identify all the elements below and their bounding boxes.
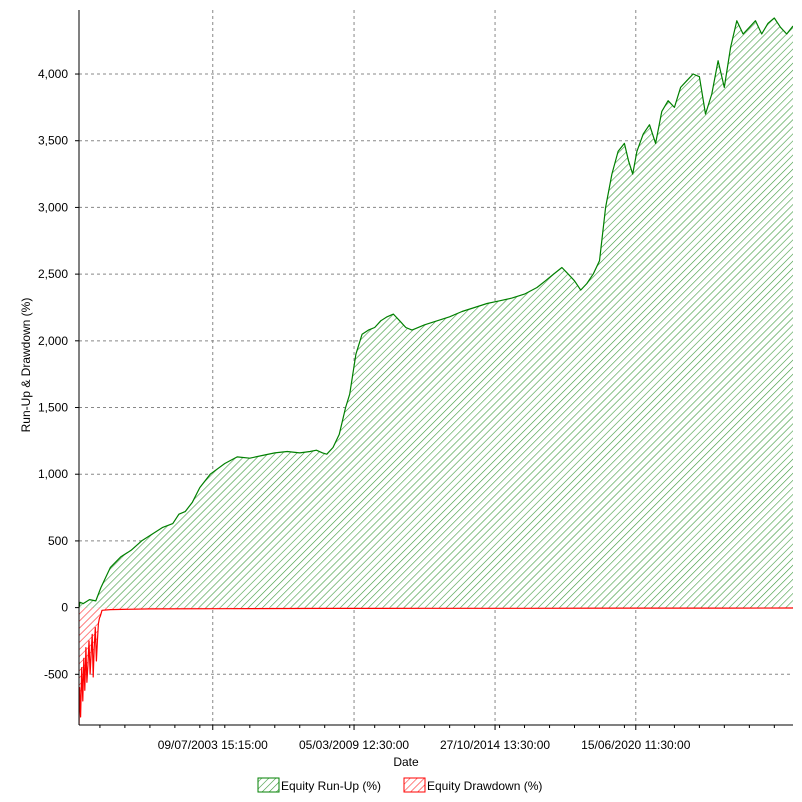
y-tick-label: 1,500 (38, 401, 68, 415)
y-tick-label: 4,000 (38, 67, 68, 81)
x-axis-title: Date (393, 755, 419, 769)
y-tick-label: 3,500 (38, 134, 68, 148)
y-axis-title: Run-Up & Drawdown (%) (19, 298, 33, 433)
legend-drawdown-swatch (403, 777, 426, 793)
y-tick-label: 1,000 (38, 467, 68, 481)
equity-drawdown-area (79, 607, 793, 725)
equity-runup-line (79, 17, 793, 608)
y-tick-label: 500 (48, 534, 68, 548)
x-tick-label: 09/07/2003 15:15:00 (158, 738, 268, 752)
x-tick-label: 15/06/2020 11:30:00 (581, 738, 691, 752)
legend: Equity Run-Up (%) Equity Drawdown (%) (257, 777, 542, 793)
x-axis-ticks: 09/07/2003 15:15:00 05/03/2009 12:30:00 27… (99, 725, 775, 752)
y-tick-label: -500 (44, 667, 68, 681)
y-axis-ticks: -500 0 500 1,000 1,500 2,000 2,500 3,000 3,500 4,… (38, 67, 79, 681)
y-tick-label: 3,000 (38, 200, 68, 214)
x-tick-label: 27/10/2014 13:30:00 (440, 738, 550, 752)
legend-drawdown-label: Equity Drawdown (%) (427, 779, 542, 793)
legend-runup-label: Equity Run-Up (%) (281, 779, 381, 793)
x-tick-label: 05/03/2009 12:30:00 (299, 738, 409, 752)
equity-drawdown-line (79, 607, 793, 725)
legend-runup-swatch (257, 777, 280, 793)
y-tick-label: 2,500 (38, 267, 68, 281)
y-tick-label: 2,000 (38, 334, 68, 348)
y-tick-label: 0 (61, 601, 68, 615)
equity-runup-area (79, 18, 793, 608)
series-layer (79, 17, 793, 725)
